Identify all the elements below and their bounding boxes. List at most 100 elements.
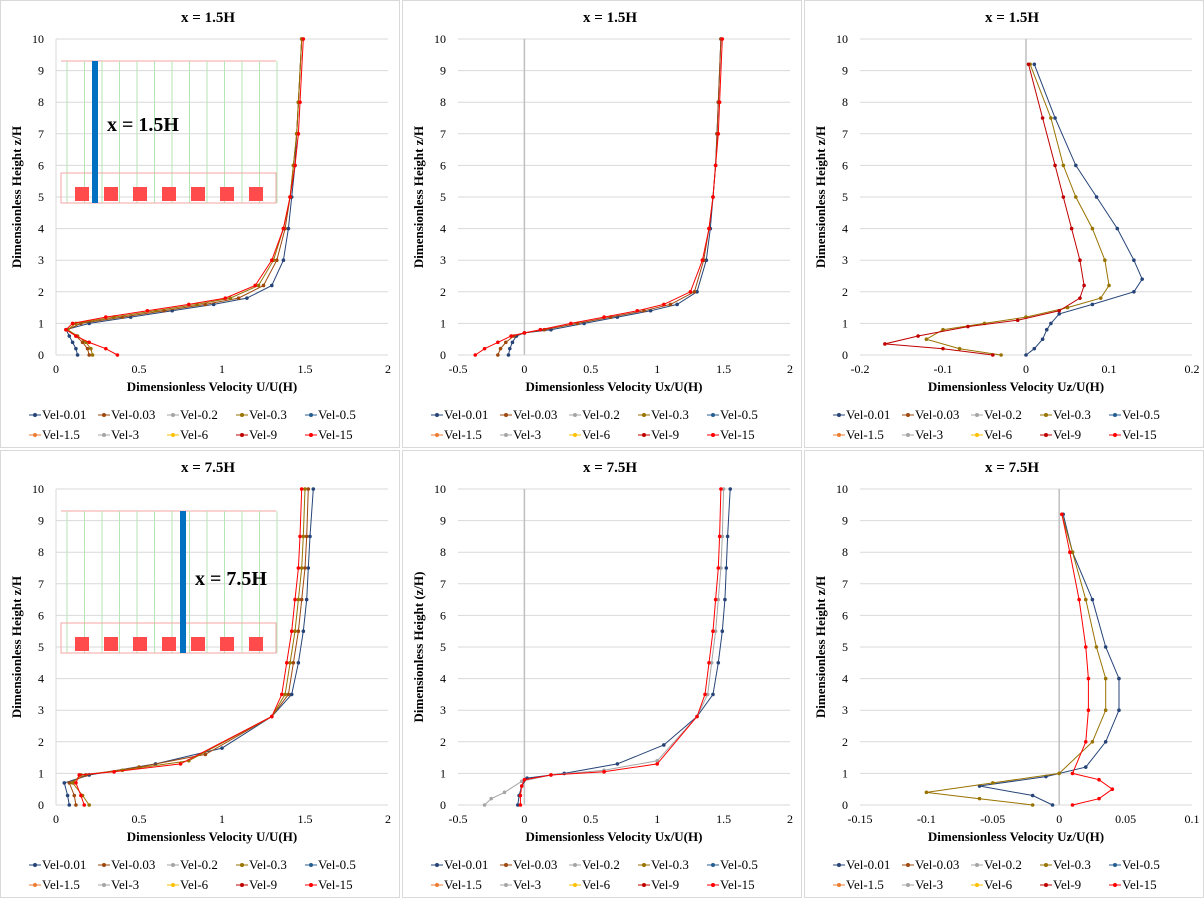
data-point xyxy=(655,762,659,766)
data-point xyxy=(1103,708,1108,712)
y-tick-label: 9 xyxy=(38,514,44,528)
legend-label: Vel-6 xyxy=(582,427,611,442)
x-tick-label: 2 xyxy=(385,812,391,826)
data-point xyxy=(293,597,297,602)
inset-building-block xyxy=(249,187,263,201)
data-point xyxy=(306,566,311,570)
data-point xyxy=(1015,318,1020,323)
data-point xyxy=(1083,765,1088,769)
x-tick-label: 0.1 xyxy=(1102,362,1117,376)
data-point xyxy=(203,752,208,757)
data-point xyxy=(301,534,306,539)
data-point xyxy=(1090,597,1095,602)
legend-label: Vel-1.5 xyxy=(444,427,482,442)
data-point xyxy=(688,290,693,294)
data-point xyxy=(104,346,108,351)
data-point xyxy=(253,283,257,288)
data-point xyxy=(261,283,266,288)
data-point xyxy=(77,773,82,777)
x-tick-label: -0.15 xyxy=(848,812,873,826)
x-tick-label: 1 xyxy=(219,812,225,826)
legend-label: Vel-6 xyxy=(180,877,209,892)
chart-panel-r1c1: x = 7.5H 0 1 2 3 4 5 6 7 8 9 10 -0.5 0 0.5 1 1.5 2 Dimensi… xyxy=(402,450,802,898)
inset-schematic: x = 1.5H xyxy=(60,60,278,204)
data-point xyxy=(473,353,478,357)
y-tick-label: 5 xyxy=(842,640,848,654)
legend-label: Vel-3 xyxy=(513,877,541,892)
data-point xyxy=(1078,296,1082,300)
x-tick-label: 0.2 xyxy=(1185,362,1200,376)
x-axis-label: Dimensionless Velocity U/U(H) xyxy=(127,829,297,844)
legend-marker-dot xyxy=(33,433,37,437)
data-point xyxy=(1083,597,1088,602)
x-tick-label: -0.5 xyxy=(449,362,468,376)
data-point xyxy=(1074,163,1078,168)
data-point xyxy=(1049,321,1053,326)
x-tick-label: 2 xyxy=(787,362,793,376)
x-tick-label: 0.1 xyxy=(1185,812,1200,826)
data-point xyxy=(82,803,87,807)
series-vel-0_3 xyxy=(924,512,1108,807)
data-point xyxy=(1098,296,1103,300)
data-point xyxy=(296,566,301,570)
x-tick-label: 1.5 xyxy=(716,362,731,376)
data-point xyxy=(74,781,78,785)
data-point xyxy=(1132,290,1136,294)
series-vel-15 xyxy=(1060,512,1115,807)
data-point xyxy=(87,353,91,357)
data-point xyxy=(1053,163,1057,168)
data-point xyxy=(1097,777,1101,782)
series-vel-0_01 xyxy=(1024,62,1144,357)
y-tick-label: 4 xyxy=(440,672,446,686)
y-tick-label: 5 xyxy=(440,190,446,204)
y-tick-label: 2 xyxy=(842,285,848,299)
y-tick-label: 6 xyxy=(38,158,44,172)
data-point xyxy=(1060,512,1064,517)
data-point xyxy=(1077,597,1081,602)
legend-marker-dot xyxy=(435,433,439,437)
data-point xyxy=(700,258,705,263)
data-point xyxy=(941,327,945,332)
y-tick-label: 5 xyxy=(38,640,44,654)
data-point xyxy=(1032,346,1037,351)
legend-marker-dot xyxy=(309,863,313,867)
data-point xyxy=(725,534,730,539)
legend-label: Vel-1.5 xyxy=(42,427,80,442)
y-tick-label: 10 xyxy=(434,482,446,496)
legend-label: Vel-9 xyxy=(1053,427,1081,442)
data-point xyxy=(662,302,666,307)
y-tick-label: 3 xyxy=(440,703,446,717)
legend-label: Vel-15 xyxy=(720,877,755,892)
data-point xyxy=(1110,787,1115,791)
inset-schematic: x = 7.5H xyxy=(60,510,278,654)
data-point xyxy=(228,296,233,300)
data-point xyxy=(299,487,304,491)
data-point xyxy=(64,327,68,332)
y-tick-label: 7 xyxy=(38,127,44,141)
x-tick-label: 1.5 xyxy=(298,812,313,826)
data-point xyxy=(655,758,659,763)
data-point xyxy=(80,340,85,345)
data-point xyxy=(301,37,306,41)
legend-marker-dot xyxy=(642,863,646,867)
data-point xyxy=(507,346,512,351)
data-point xyxy=(1040,116,1045,120)
y-tick-label: 2 xyxy=(440,735,446,749)
data-point xyxy=(717,534,722,539)
data-point xyxy=(716,597,721,602)
legend-marker-dot xyxy=(642,413,646,417)
data-point xyxy=(115,353,120,357)
legend-marker-dot xyxy=(171,413,175,417)
x-axis-label: Dimensionless Velocity Ux/U(H) xyxy=(526,829,703,844)
y-tick-label: 9 xyxy=(440,514,446,528)
data-point xyxy=(705,692,710,697)
y-axis-label: Dimensionless Height z/H xyxy=(813,126,828,268)
data-point xyxy=(1097,796,1101,801)
data-point xyxy=(1117,708,1121,712)
data-point xyxy=(1103,258,1107,263)
inset-label: x = 7.5H xyxy=(195,568,267,590)
data-point xyxy=(289,629,294,633)
data-point xyxy=(515,803,520,807)
legend-label: Vel-0.01 xyxy=(846,857,890,872)
data-point xyxy=(70,781,75,785)
